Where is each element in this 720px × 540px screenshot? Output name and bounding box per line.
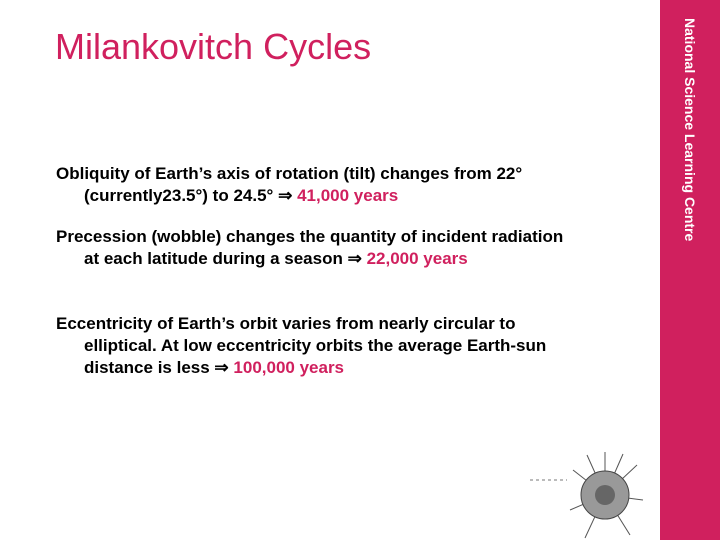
bullet-text: Eccentricity of Earth’s orbit varies fro… bbox=[56, 314, 547, 377]
arrow: ⇒ bbox=[214, 358, 229, 377]
slide-title: Milankovitch Cycles bbox=[55, 26, 372, 67]
bullet: Obliquity of Earth’s axis of rotation (t… bbox=[56, 163, 581, 207]
bullet-text: Obliquity of Earth’s axis of rotation (t… bbox=[56, 164, 523, 205]
highlight: 22,000 years bbox=[366, 249, 468, 268]
sidebar bbox=[660, 0, 720, 540]
bullet-text: Precession (wobble) changes the quantity… bbox=[56, 227, 564, 268]
bullet: Precession (wobble) changes the quantity… bbox=[56, 226, 581, 270]
highlight: 100,000 years bbox=[233, 358, 345, 377]
decorative-image bbox=[530, 452, 644, 539]
arrow: ⇒ bbox=[347, 249, 362, 268]
sidebar-label: National Science Learning Centre bbox=[682, 18, 698, 242]
arrow: ⇒ bbox=[278, 186, 293, 205]
highlight: 41,000 years bbox=[297, 186, 399, 205]
bullet: Eccentricity of Earth’s orbit varies fro… bbox=[56, 313, 581, 379]
